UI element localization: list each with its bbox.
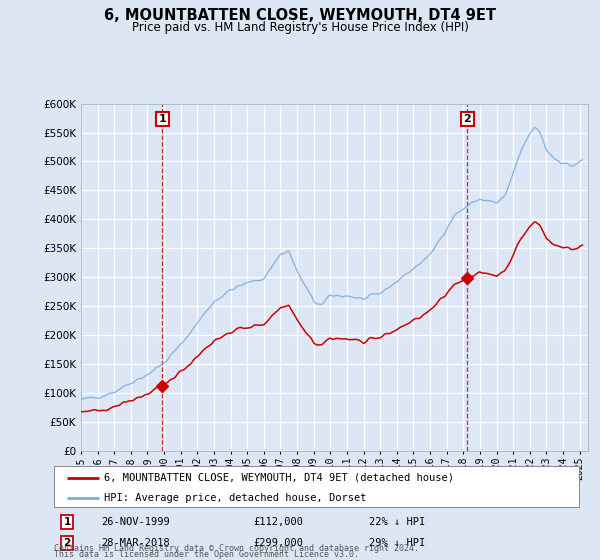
Text: 1: 1 (158, 114, 166, 124)
Text: 1: 1 (64, 517, 71, 527)
Text: £299,000: £299,000 (254, 538, 304, 548)
Text: 2: 2 (464, 114, 472, 124)
Text: 26-NOV-1999: 26-NOV-1999 (101, 517, 170, 527)
Text: 28-MAR-2018: 28-MAR-2018 (101, 538, 170, 548)
Text: £112,000: £112,000 (254, 517, 304, 527)
Text: This data is licensed under the Open Government Licence v3.0.: This data is licensed under the Open Gov… (54, 550, 359, 559)
Text: Contains HM Land Registry data © Crown copyright and database right 2024.: Contains HM Land Registry data © Crown c… (54, 544, 419, 553)
Text: 6, MOUNTBATTEN CLOSE, WEYMOUTH, DT4 9ET: 6, MOUNTBATTEN CLOSE, WEYMOUTH, DT4 9ET (104, 8, 496, 24)
Text: 6, MOUNTBATTEN CLOSE, WEYMOUTH, DT4 9ET (detached house): 6, MOUNTBATTEN CLOSE, WEYMOUTH, DT4 9ET … (104, 473, 454, 483)
Text: HPI: Average price, detached house, Dorset: HPI: Average price, detached house, Dors… (104, 493, 367, 503)
Text: Price paid vs. HM Land Registry's House Price Index (HPI): Price paid vs. HM Land Registry's House … (131, 21, 469, 34)
Text: 2: 2 (64, 538, 71, 548)
Text: 29% ↓ HPI: 29% ↓ HPI (369, 538, 425, 548)
Text: 22% ↓ HPI: 22% ↓ HPI (369, 517, 425, 527)
